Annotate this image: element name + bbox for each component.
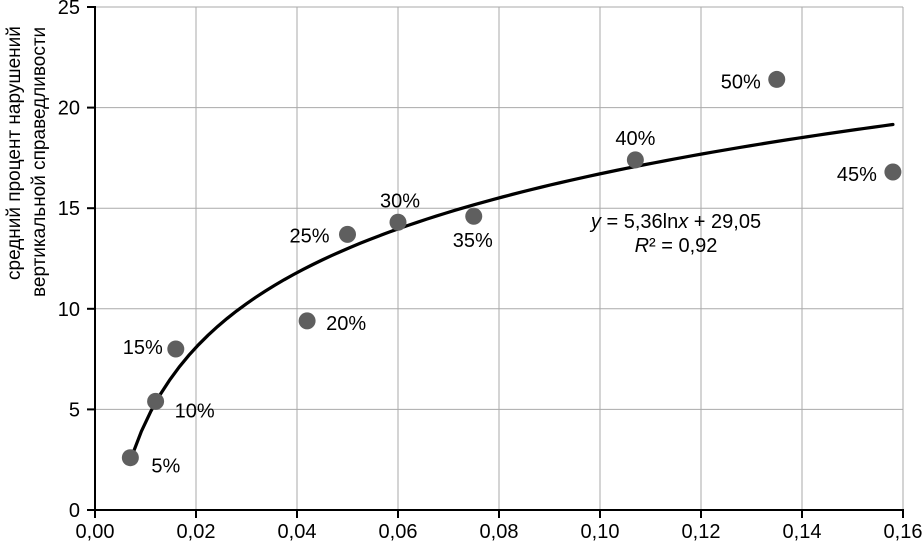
y-axis-title-line-2: вертикальной справедливости — [29, 26, 50, 297]
data-point — [298, 312, 316, 330]
data-point — [768, 70, 786, 88]
y-tick-label: 5 — [69, 399, 80, 421]
data-point-label: 15% — [123, 337, 163, 359]
data-point-label: 5% — [151, 456, 180, 478]
y-tick-label: 10 — [58, 299, 80, 321]
x-tick-label: 0,00 — [76, 521, 115, 543]
x-tick-label: 0,12 — [682, 521, 721, 543]
y-tick-label: 0 — [69, 500, 80, 522]
data-point-label: 40% — [615, 128, 655, 150]
data-point — [147, 392, 165, 410]
data-point-label: 20% — [326, 313, 366, 335]
data-point-label: 10% — [175, 400, 215, 422]
trendline-equation: y = 5,36lnx + 29,05 — [589, 211, 761, 233]
y-tick-label: 15 — [58, 198, 80, 220]
x-tick-label: 0,04 — [278, 521, 317, 543]
trendline-r-squared: R² = 0,92 — [635, 235, 718, 257]
y-tick-label: 25 — [58, 0, 80, 19]
x-tick-label: 0,08 — [480, 521, 519, 543]
gridlines — [95, 6, 904, 510]
y-tick-label: 20 — [58, 98, 80, 120]
data-point-label: 25% — [289, 225, 329, 247]
trendline-curve — [130, 122, 895, 458]
data-points: 5% 10% 15% 20% 25% 30% 35% 40% 45% 50% — [121, 70, 902, 478]
data-point-label: 45% — [837, 164, 877, 186]
data-point-label: 50% — [721, 71, 761, 93]
x-tick-label: 0,10 — [581, 521, 620, 543]
data-point-label: 30% — [380, 190, 420, 212]
data-point — [626, 151, 644, 169]
x-tick-label: 0,02 — [177, 521, 216, 543]
y-axis-title-line-1: средний процент нарушений — [4, 26, 25, 280]
data-point — [389, 213, 407, 231]
data-point — [339, 225, 356, 243]
axes: 0,00 0,02 0,04 0,06 0,08 0,10 0,12 0,14 0,16 0 5 10… — [58, 0, 923, 543]
data-point — [121, 449, 139, 467]
data-point — [465, 207, 483, 225]
x-tick-label: 0,16 — [884, 521, 923, 543]
data-point — [884, 163, 902, 181]
data-point-label: 35% — [453, 230, 493, 252]
x-tick-label: 0,06 — [379, 521, 418, 543]
x-tick-label: 0,14 — [783, 521, 822, 543]
data-point — [167, 340, 185, 358]
